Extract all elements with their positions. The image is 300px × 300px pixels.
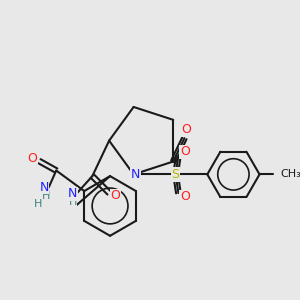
Text: H: H <box>69 197 77 207</box>
Text: CH₃: CH₃ <box>280 169 300 179</box>
Text: H: H <box>33 199 42 209</box>
Text: O: O <box>111 189 121 202</box>
Text: S: S <box>172 168 180 181</box>
Text: N: N <box>131 168 140 181</box>
Text: O: O <box>180 190 190 203</box>
Text: O: O <box>27 152 37 165</box>
Text: O: O <box>182 123 191 136</box>
Text: H: H <box>42 191 50 201</box>
Text: O: O <box>180 146 190 158</box>
Text: N: N <box>39 181 49 194</box>
Text: N: N <box>68 187 77 200</box>
